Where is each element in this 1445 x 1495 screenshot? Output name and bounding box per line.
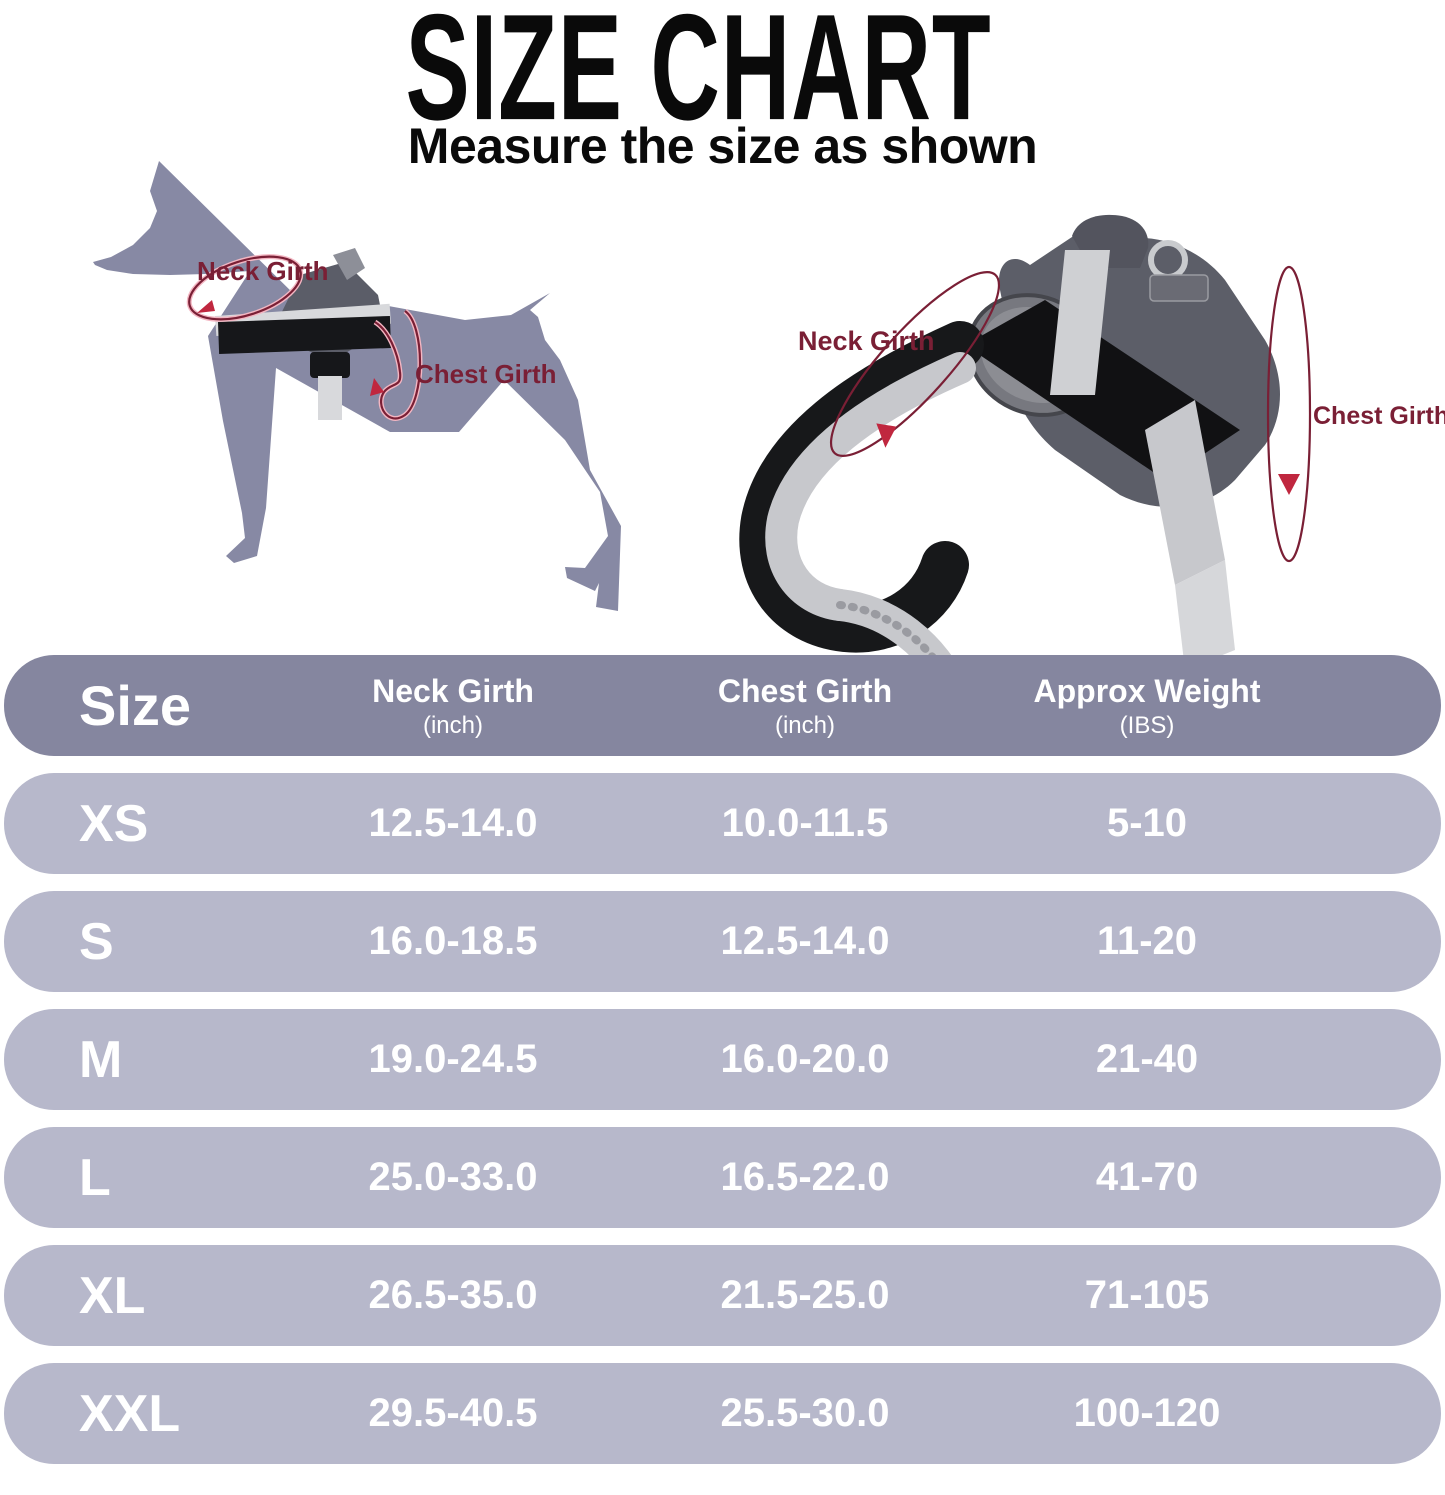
svg-text:Chest Girth: Chest Girth — [415, 359, 557, 389]
svg-text:Neck Girth: Neck Girth — [798, 326, 935, 356]
svg-text:Chest Girth: Chest Girth — [1313, 402, 1445, 430]
svg-text:Neck Girth: Neck Girth — [197, 256, 329, 286]
